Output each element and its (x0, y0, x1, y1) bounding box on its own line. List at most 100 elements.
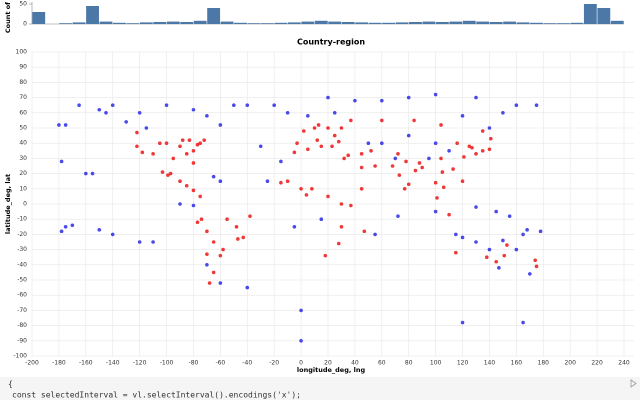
point (180, 138, 185, 142)
x-tick-label: 120 (457, 360, 469, 367)
point (326, 95, 330, 100)
point (191, 149, 196, 153)
point (178, 202, 182, 206)
bar (503, 21, 517, 24)
code-cell (0, 377, 640, 400)
y-tick-label: -100 (13, 353, 27, 360)
point (70, 223, 75, 228)
point (330, 144, 334, 149)
point (480, 149, 485, 153)
point (528, 272, 532, 276)
point (462, 155, 466, 159)
x-tick-label: 20 (324, 360, 332, 367)
point (168, 171, 173, 176)
code-line: { (8, 380, 13, 389)
point (218, 123, 223, 127)
bar (32, 12, 46, 24)
point (151, 152, 155, 156)
point (397, 173, 402, 177)
point (202, 138, 207, 142)
point (299, 339, 303, 343)
point (184, 183, 189, 188)
point (487, 126, 492, 130)
point (402, 187, 407, 191)
point (447, 149, 451, 153)
point (110, 103, 115, 107)
point (538, 229, 543, 234)
point (433, 209, 438, 214)
bar (449, 21, 463, 24)
point (319, 217, 324, 221)
x-axis-title: longitude_deg, lng (297, 366, 366, 374)
y-tick-label: 0 (23, 201, 27, 208)
point (369, 149, 373, 153)
bar (153, 22, 167, 24)
point (248, 214, 252, 218)
point (380, 98, 384, 103)
y-tick-label: -40 (17, 261, 27, 268)
point (460, 179, 465, 183)
point (151, 240, 155, 244)
point (339, 202, 344, 206)
bar (395, 22, 409, 24)
point (299, 308, 303, 313)
point (339, 225, 344, 229)
y-tick-label: 30 (19, 155, 27, 162)
y-tick-label: -60 (17, 292, 27, 299)
bar (314, 20, 328, 24)
point (336, 139, 341, 144)
point (245, 285, 250, 290)
point (380, 141, 384, 145)
x-tick-label: 160 (511, 360, 523, 367)
bar (59, 23, 73, 24)
point (359, 152, 364, 156)
point (164, 141, 169, 145)
point (332, 111, 337, 115)
point (199, 217, 204, 221)
point (232, 103, 236, 107)
point (137, 111, 142, 115)
point (97, 228, 102, 232)
point (433, 92, 438, 97)
point (319, 144, 324, 149)
point (480, 129, 485, 133)
point (211, 174, 216, 179)
code-line: const selectedInterval = vl.selectInterv… (12, 391, 301, 400)
point (191, 203, 196, 208)
point (292, 150, 297, 155)
point (460, 114, 465, 118)
point (433, 141, 438, 145)
point (207, 281, 212, 285)
bar (247, 23, 261, 24)
point (195, 142, 200, 147)
point (323, 253, 328, 258)
point (171, 156, 176, 161)
x-tick-label: -140 (106, 360, 120, 367)
point (234, 225, 239, 229)
point (135, 130, 139, 135)
point (406, 133, 411, 138)
run-button[interactable] (630, 379, 637, 388)
point (59, 229, 64, 234)
bar (287, 22, 301, 24)
point (440, 170, 445, 174)
point (279, 159, 283, 164)
point (396, 214, 400, 218)
y-tick-label: -90 (17, 337, 27, 344)
point (272, 103, 276, 107)
x-tick-label: -200 (25, 360, 39, 367)
point (312, 126, 317, 130)
bar (489, 22, 503, 24)
point (439, 123, 443, 127)
point (211, 270, 216, 275)
point (390, 164, 395, 168)
point (380, 118, 384, 123)
x-tick-label: -160 (79, 360, 93, 367)
point (326, 126, 330, 130)
point (306, 114, 310, 118)
point (198, 141, 202, 145)
bar (301, 21, 315, 24)
y-tick-label: 80 (19, 79, 27, 86)
point (218, 253, 223, 258)
bar (610, 20, 624, 24)
